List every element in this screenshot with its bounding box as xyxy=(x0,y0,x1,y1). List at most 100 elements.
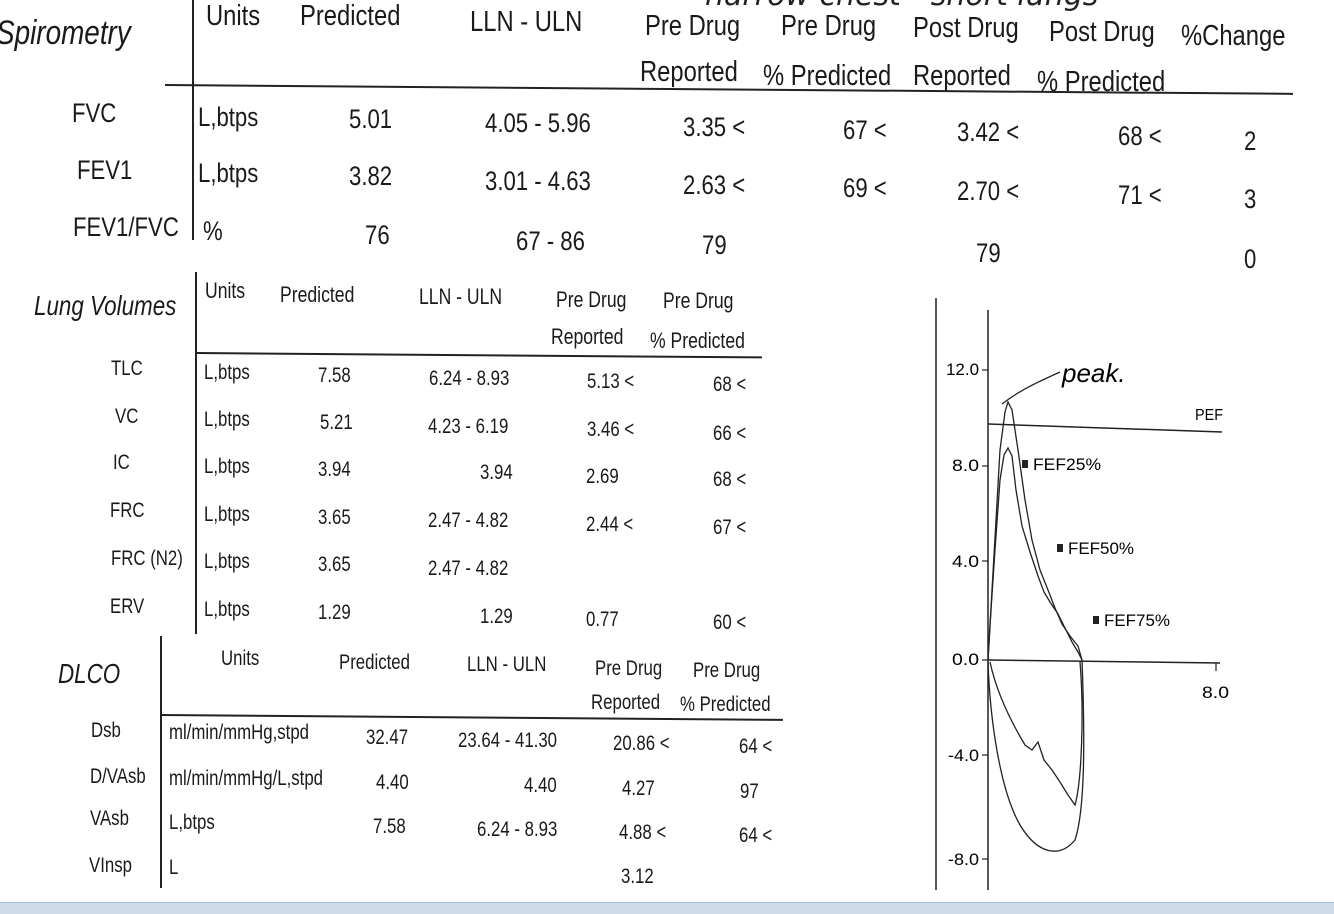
spiro-cell-pre-reported: 3.35 < xyxy=(683,112,746,142)
lv-header-lln-uln: LLN - ULN xyxy=(419,284,503,309)
lv-cell-lln-uln: 4.23 - 6.19 xyxy=(428,415,509,438)
spiro-header-lln-uln: LLN - ULN xyxy=(470,6,583,38)
lv-cell-predicted: 5.21 xyxy=(320,411,353,434)
spiro-cell-units: % xyxy=(203,216,223,246)
dlco-header-predicted: Predicted xyxy=(339,651,410,674)
lv-header-pre-reported-2: Reported xyxy=(551,324,624,349)
lv-cell-pre-reported: 0.77 xyxy=(586,608,619,631)
lv-header-units: Units xyxy=(205,278,246,303)
spiro-row-label: FEV1/FVC xyxy=(73,212,179,242)
lv-cell-pre-pct: 66 < xyxy=(713,422,747,445)
lv-cell-units: L,btps xyxy=(204,455,250,478)
pef-label: PEF xyxy=(1195,407,1223,424)
dlco-row-label: Dsb xyxy=(91,719,121,742)
dlco-cell-units: ml/min/mmHg/L,stpd xyxy=(169,767,324,790)
dlco-cell-pre-reported: 3.12 xyxy=(621,865,654,888)
dlco-row-label: VAsb xyxy=(90,807,129,830)
graph-x-tick-label: 8.0 xyxy=(1202,683,1229,702)
spiro-cell-post-pct: 71 < xyxy=(1118,180,1162,210)
dlco-header-pre-pct-1: Pre Drug xyxy=(693,659,761,682)
fef75-marker xyxy=(1093,616,1099,624)
spiro-header-pre-pct-1: Pre Drug xyxy=(781,10,877,42)
dlco-header-pre-reported-2: Reported xyxy=(591,691,661,714)
dlco-cell-predicted: 7.58 xyxy=(373,815,406,838)
lv-cell-pre-reported: 2.44 < xyxy=(586,513,634,536)
dlco-cell-units: ml/min/mmHg,stpd xyxy=(169,721,310,744)
lv-cell-units: L,btps xyxy=(204,408,250,431)
lv-cell-lln-uln: 1.29 xyxy=(480,605,513,628)
dlco-vertical-rule xyxy=(160,636,162,888)
lv-cell-pre-pct: 68 < xyxy=(713,468,747,491)
graph-y-tick-label: 8.0 xyxy=(952,456,979,475)
dlco-cell-pre-pct: 64 < xyxy=(739,735,773,758)
spiro-vertical-rule xyxy=(192,0,194,240)
lv-row-label: VC xyxy=(115,405,139,428)
lv-cell-pre-pct: 68 < xyxy=(713,373,747,396)
lv-cell-pre-pct: 60 < xyxy=(713,611,747,634)
lv-cell-units: L,btps xyxy=(204,550,250,573)
spirometry-title: Spirometry xyxy=(0,14,131,52)
lv-row-label: FRC xyxy=(110,499,145,522)
spiro-header-pre-pct-2: % Predicted xyxy=(763,60,892,92)
dlco-cell-units: L xyxy=(169,856,179,879)
dlco-cell-pre-pct: 64 < xyxy=(739,824,773,847)
spiro-cell-predicted: 76 xyxy=(365,220,390,250)
lv-cell-lln-uln: 2.47 - 4.82 xyxy=(428,557,509,580)
graph-y-tick-label: 12.0 xyxy=(946,360,979,379)
dlco-cell-units: L,btps xyxy=(169,811,215,834)
dlco-cell-predicted: 4.40 xyxy=(376,771,409,794)
spiro-cell-units: L,btps xyxy=(198,102,259,132)
peak-annotation: peak. xyxy=(1061,358,1126,388)
graph-y-tick-label: 0.0 xyxy=(952,650,979,669)
fef25-label: FEF25% xyxy=(1033,455,1101,474)
peak-annotation-arrow xyxy=(1001,371,1061,405)
window-bottom-band xyxy=(0,902,1334,914)
spiro-header-pre-reported-2: Reported xyxy=(640,56,738,88)
dlco-cell-lln-uln: 4.40 xyxy=(524,774,557,797)
spiro-header-units: Units xyxy=(206,0,261,32)
lv-cell-lln-uln: 6.24 - 8.93 xyxy=(429,367,510,390)
lv-header-pre-pct-1: Pre Drug xyxy=(663,288,734,313)
dlco-header-pre-reported-1: Pre Drug xyxy=(595,657,663,680)
fef75-label: FEF75% xyxy=(1104,611,1170,630)
spiro-cell-units: L,btps xyxy=(198,158,259,188)
lv-cell-pre-pct: 67 < xyxy=(713,516,747,539)
spiro-cell-post-reported: 3.42 < xyxy=(957,117,1020,147)
spiro-cell-change: 2 xyxy=(1244,126,1257,156)
inspiratory-curve-2 xyxy=(989,661,1083,807)
spiro-cell-pre-pct: 67 < xyxy=(843,115,887,145)
lv-header-pre-reported-1: Pre Drug xyxy=(556,287,627,312)
fef50-marker xyxy=(1057,544,1063,552)
inspiratory-curve-1 xyxy=(987,659,1085,852)
lung-volumes-title: Lung Volumes xyxy=(34,290,177,321)
spiro-cell-change: 0 xyxy=(1244,244,1257,274)
dlco-header-units: Units xyxy=(221,647,260,670)
spiro-header-predicted: Predicted xyxy=(300,0,401,32)
lv-cell-predicted: 3.65 xyxy=(318,553,351,576)
expiratory-curve-1 xyxy=(987,400,1083,661)
dlco-header-pre-pct-2: % Predicted xyxy=(680,693,771,716)
spiro-header-post-reported-2: Reported xyxy=(913,60,1011,92)
spiro-cell-post-pct: 68 < xyxy=(1118,121,1162,151)
spiro-row-label: FVC xyxy=(72,98,117,128)
dlco-header-lln-uln: LLN - ULN xyxy=(467,653,547,676)
lv-cell-lln-uln: 2.47 - 4.82 xyxy=(428,509,509,532)
spiro-cell-post-reported: 79 xyxy=(976,238,1001,268)
lv-cell-pre-reported: 2.69 xyxy=(586,465,619,488)
lv-cell-units: L,btps xyxy=(204,598,250,621)
dlco-cell-predicted: 32.47 xyxy=(366,726,409,749)
lv-cell-pre-reported: 3.46 < xyxy=(587,418,635,441)
lv-cell-pre-reported: 5.13 < xyxy=(587,370,635,393)
spiro-cell-pre-reported: 79 xyxy=(702,230,727,260)
pef-line xyxy=(987,423,1223,433)
spiro-header-pre-reported-1: Pre Drug xyxy=(645,10,741,42)
lv-cell-units: L,btps xyxy=(204,503,250,526)
dlco-cell-pre-pct: 97 xyxy=(740,780,759,803)
spiro-header-post-pct-1: Post Drug xyxy=(1049,16,1155,48)
flow-volume-loop-graph: 12.0 8.0 4.0 0.0 -4.0 -8.0 8.0 PEF FEF25… xyxy=(935,298,1229,890)
dlco-cell-lln-uln: 6.24 - 8.93 xyxy=(477,818,558,841)
lv-header-predicted: Predicted xyxy=(280,282,355,307)
spiro-cell-predicted: 5.01 xyxy=(349,104,393,134)
spiro-cell-pre-reported: 2.63 < xyxy=(683,170,746,200)
spiro-cell-lln-uln: 67 - 86 xyxy=(516,226,585,256)
